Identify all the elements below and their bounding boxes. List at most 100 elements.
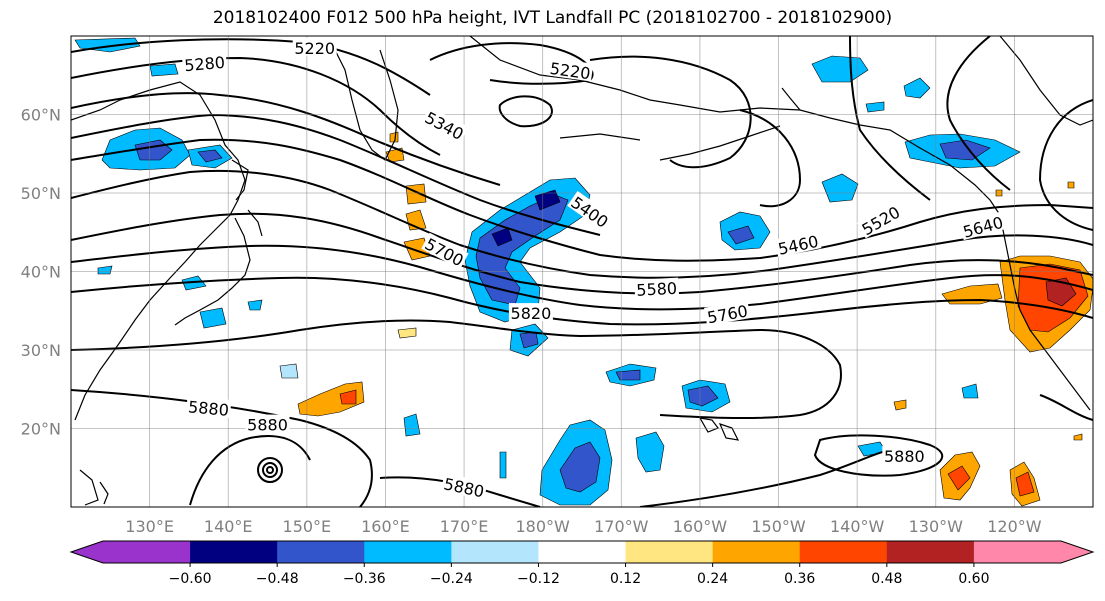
lon-tick-labels: 130°E 140°E 150°E 160°E 170°E 180°W 170°W 160°W… [125, 517, 1041, 536]
contour-label-text: 5820 [511, 304, 552, 323]
lat-tick-label: 20°N [21, 420, 61, 439]
lat-tick-label: 40°N [21, 263, 61, 282]
height-contour [71, 92, 501, 186]
contour-label-bg [547, 57, 594, 82]
height-contour [71, 138, 1093, 262]
colorbar-swatch [886, 541, 975, 563]
ivt-negative-area [403, 413, 421, 437]
colorbar-swatch [973, 541, 1062, 563]
colorbar-tick-labels: −0.60 −0.48 −0.36 −0.24 −0.12 0.12 0.24 0.36 0.4… [169, 563, 989, 587]
height-contour [189, 435, 311, 506]
height-contour [1039, 394, 1093, 421]
ivt-negative-area [149, 63, 179, 77]
contour-label: 5880 [245, 414, 290, 435]
ivt-negative-area [687, 385, 719, 407]
contour-label-text: 5340 [422, 108, 467, 144]
lon-tick-label: 170°W [594, 517, 649, 536]
ivt-negative-area [97, 265, 113, 275]
contour-label: 5880 [882, 445, 927, 466]
ivt-positive-area [339, 389, 357, 405]
ivt-negative-area [279, 363, 299, 379]
colorbar-tick-label: −0.12 [517, 571, 560, 587]
contour-label-text: 5220 [294, 39, 335, 58]
height-contour [813, 434, 944, 477]
height-contour [71, 56, 441, 156]
lon-tick-label: 120°W [987, 517, 1042, 536]
ivt-positive-area [397, 327, 417, 339]
ivt-negative-area [857, 441, 887, 457]
colorbar-tick-label: −0.60 [169, 571, 212, 587]
colorbar-tick-label: 0.48 [871, 571, 902, 587]
contour-label-text: 5460 [776, 232, 820, 259]
height-contour [71, 38, 431, 96]
contour-label: 5820 [508, 303, 553, 323]
ivt-negative-area [197, 149, 223, 163]
ivt-negative-area [491, 227, 513, 247]
colorbar-tick-label: 0.24 [697, 571, 728, 587]
contour-label-bg [292, 37, 337, 56]
contour-label: 5580 [634, 277, 680, 300]
ivt-negative-area [559, 441, 601, 493]
height-contour [71, 212, 1093, 295]
contour-label-bg [634, 277, 680, 298]
colorbar-swatch [538, 541, 627, 563]
colorbar-swatch [190, 541, 278, 563]
map-title: 2018102400 F012 500 hPa height, IVT Land… [212, 8, 893, 28]
lon-tick-label: 130°W [909, 517, 964, 536]
contour-label-text: 5880 [884, 447, 925, 466]
contour-label-bg [856, 200, 904, 239]
colorbar [69, 540, 1095, 564]
height-contour [257, 457, 283, 483]
gridlines [71, 36, 1093, 507]
lon-tick-label: 140°W [830, 517, 885, 536]
contour-label: 5880 [185, 396, 232, 420]
ivt-positive-area [1045, 277, 1077, 307]
colorbar-extend-low [71, 541, 103, 563]
ivt-positive-area [1067, 181, 1075, 189]
colorbar-swatch [364, 541, 452, 563]
ivt-negative-area [635, 431, 665, 473]
height-contour [429, 42, 594, 85]
contour-label: 5760 [704, 300, 751, 327]
plot-frame [70, 35, 1094, 508]
ivt-positive-area [893, 399, 907, 411]
lat-tick-label: 50°N [21, 184, 61, 203]
ivt-negative-area [181, 275, 207, 291]
height-contour [739, 109, 802, 208]
ivt-negative-area [821, 173, 859, 203]
contour-label: 5460 [774, 230, 822, 259]
contour-label: 5220 [292, 37, 337, 58]
lon-tick-label: 180°W [516, 517, 571, 536]
contour-label-bg [185, 396, 232, 418]
height-contour [498, 95, 553, 128]
contour-label: 5880 [440, 473, 488, 501]
ivt-positive-area [389, 131, 399, 143]
colorbar-extend-high [1061, 541, 1093, 563]
height-contour [71, 244, 1093, 311]
colorbar-tick-label: −0.24 [430, 571, 473, 587]
ivt-positive-area [947, 465, 971, 491]
colorbar-swatch [625, 541, 714, 563]
ivt-shading-layer [74, 37, 1093, 507]
contour-label-bg [882, 445, 927, 464]
contour-label-bg [421, 232, 469, 270]
contour-label-bg [245, 414, 290, 433]
contour-label: 5400 [567, 191, 614, 232]
contour-label-bg [774, 230, 822, 258]
ivt-negative-area [199, 307, 227, 329]
contour-label-text: 5880 [247, 416, 288, 435]
lat-tick-labels: 20°N 30°N 40°N 50°N 60°N [21, 106, 61, 439]
height-contour [262, 462, 278, 478]
height-contour [849, 36, 931, 201]
contour-label-bg [508, 303, 553, 322]
height-contour [266, 466, 274, 474]
ivt-negative-area [247, 299, 263, 311]
colorbar-swatch [712, 541, 801, 563]
colorbar-tick-label: 0.12 [610, 571, 641, 587]
height-contour [71, 276, 1093, 326]
ivt-positive-area [941, 283, 1003, 305]
lon-tick-label: 140°E [204, 517, 253, 536]
height-contour-layer [71, 36, 1093, 507]
ivt-positive-area [1015, 471, 1035, 497]
